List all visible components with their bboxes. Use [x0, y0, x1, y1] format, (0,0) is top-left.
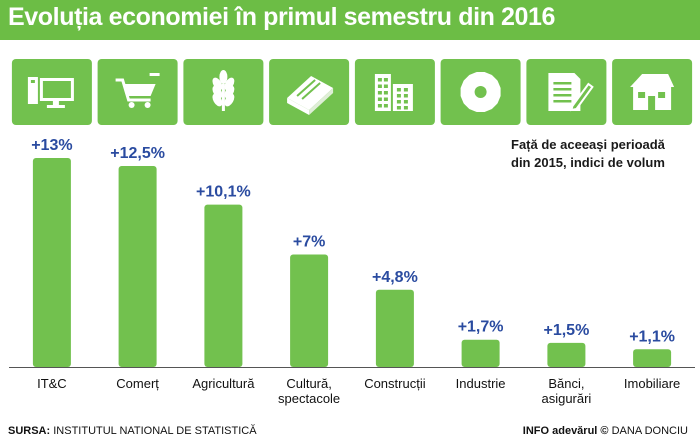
category-label: IT&C	[37, 376, 67, 391]
bar-1	[118, 166, 157, 367]
buildings-icon	[374, 74, 413, 111]
source-line: SURSA: INSTITUTUL NATIONAL DE STATISTICĂ	[8, 425, 257, 437]
header-bar: Evoluția economiei în primul semestru di…	[0, 0, 700, 40]
value-label: +10,1%	[196, 184, 251, 201]
category-label: Bănci, asigurări	[541, 376, 591, 406]
icon-tiles	[11, 59, 693, 125]
value-label: +12,5%	[110, 145, 165, 162]
source-label: SURSA:	[8, 425, 51, 437]
bar-chart: +13% +12,5%+10,1%+7%+4,8%+1,7% +1,5% +1,1% …	[9, 59, 695, 406]
bar-0	[32, 158, 71, 367]
computer-icon	[27, 77, 74, 108]
document-pen-icon	[548, 73, 594, 112]
publisher-brand: adevărul ©	[552, 425, 609, 437]
chart-note: Față de aceeași perioadă din 2015, indic…	[511, 137, 669, 170]
value-label: +13%	[31, 137, 72, 154]
chart-note-line-1: Față de aceeași perioadă	[511, 137, 666, 152]
category-label: Comerț	[116, 376, 159, 391]
value-label: +1,5%	[543, 322, 589, 339]
bars	[32, 158, 672, 367]
category-label: Construcții	[364, 376, 426, 391]
bar-7	[633, 349, 672, 367]
bar-5	[461, 339, 500, 367]
bar-4	[375, 289, 414, 367]
value-label: +1,7%	[458, 319, 504, 336]
house-icon	[630, 74, 675, 110]
gear-icon	[460, 71, 501, 113]
wheat-icon	[212, 70, 235, 111]
source-text: INSTITUTUL NATIONAL DE STATISTICĂ	[53, 425, 257, 437]
category-label: Imobiliare	[624, 376, 680, 391]
shopping-cart-icon	[115, 73, 160, 108]
book-icon	[287, 76, 334, 115]
value-label: +4,8%	[372, 269, 418, 286]
value-labels: +13% +12,5% +10,1% +7% +4,8% +1,7% +1,5% +1,1%	[31, 137, 675, 345]
category-label: Agricultură	[192, 376, 255, 391]
info-label: INFO	[522, 425, 550, 437]
author-name: DANA DONCIU	[611, 425, 688, 437]
bar-2	[204, 204, 243, 367]
bar-3	[290, 254, 329, 367]
value-label: +7%	[293, 234, 325, 251]
category-label: Industrie	[456, 376, 506, 391]
category-labels: IT&C Comerț Agricultură Cultură, spectacole C…	[37, 376, 680, 406]
category-label: Cultură, spectacole	[278, 376, 340, 406]
bar-6	[547, 342, 586, 367]
footer: SURSA: INSTITUTUL NATIONAL DE STATISTICĂ…	[0, 423, 700, 438]
value-label: +1,1%	[629, 328, 675, 345]
credit-line: INFO adevărul © DANA DONCIU	[523, 425, 688, 437]
chart-note-line-2: din 2015, indici de volum	[511, 155, 665, 170]
page-title: Evoluția economiei în primul semestru di…	[8, 3, 556, 31]
